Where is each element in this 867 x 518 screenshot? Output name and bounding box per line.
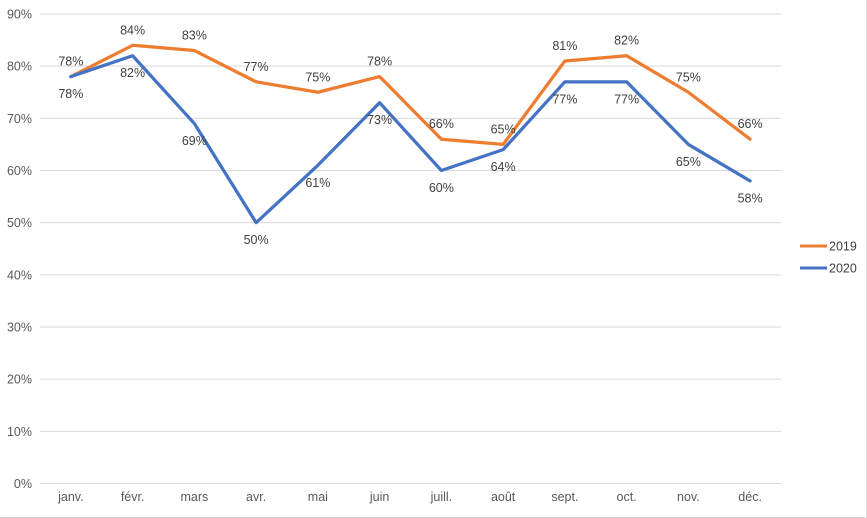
y-axis-tick-label: 40% <box>7 268 32 282</box>
data-label-2020: 77% <box>552 92 577 106</box>
x-axis-tick-label: août <box>491 490 516 504</box>
y-axis-tick-label: 30% <box>7 321 32 335</box>
x-axis-tick-label: sept. <box>551 490 578 504</box>
y-axis-tick-label: 50% <box>7 216 32 230</box>
x-axis-tick-label: mai <box>308 490 328 504</box>
data-label-2019: 66% <box>429 117 454 131</box>
data-label-2019: 84% <box>120 23 145 37</box>
x-axis-tick-label: mars <box>180 490 208 504</box>
data-label-2020: 64% <box>491 160 516 174</box>
data-label-2020: 60% <box>429 181 454 195</box>
data-label-2020: 58% <box>738 191 763 205</box>
data-label-2019: 66% <box>738 117 763 131</box>
data-label-2020: 77% <box>614 92 639 106</box>
data-label-2020: 61% <box>305 176 330 190</box>
data-label-2019: 82% <box>614 34 639 48</box>
x-axis-tick-label: déc. <box>738 490 762 504</box>
y-axis-tick-label: 90% <box>7 8 32 22</box>
data-label-2020: 50% <box>244 233 269 247</box>
y-axis-tick-label: 10% <box>7 425 32 439</box>
x-axis-tick-label: janv. <box>57 490 83 504</box>
x-axis-tick-label: juin <box>369 490 390 504</box>
data-label-2019: 81% <box>552 39 577 53</box>
data-label-2020: 82% <box>120 66 145 80</box>
x-axis-tick-label: juill. <box>430 490 453 504</box>
data-label-2019: 77% <box>244 60 269 74</box>
y-axis-tick-label: 0% <box>14 477 32 491</box>
y-axis-tick-label: 20% <box>7 373 32 387</box>
series-line-2019 <box>69 43 752 147</box>
y-axis-tick-label: 70% <box>7 112 32 126</box>
legend-label-2019[interactable]: 2019 <box>829 240 857 254</box>
x-axis-tick-label: nov. <box>677 490 700 504</box>
data-label-2019: 78% <box>367 55 392 69</box>
x-axis-tick-label: avr. <box>246 490 266 504</box>
data-label-2019: 75% <box>676 70 701 84</box>
y-axis-tick-label: 60% <box>7 164 32 178</box>
series-line-2020 <box>69 54 752 225</box>
data-label-2020: 69% <box>182 134 207 148</box>
x-axis-tick-label: oct. <box>617 490 637 504</box>
data-label-2019: 78% <box>58 55 83 69</box>
data-label-2019: 65% <box>491 122 516 136</box>
data-label-2019: 75% <box>305 70 330 84</box>
data-label-2020: 65% <box>676 155 701 169</box>
legend-label-2020[interactable]: 2020 <box>829 262 857 276</box>
y-axis-tick-label: 80% <box>7 60 32 74</box>
data-label-2020: 73% <box>367 113 392 127</box>
data-label-2019: 83% <box>182 29 207 43</box>
x-axis-tick-label: févr. <box>121 490 145 504</box>
data-label-2020: 78% <box>58 87 83 101</box>
